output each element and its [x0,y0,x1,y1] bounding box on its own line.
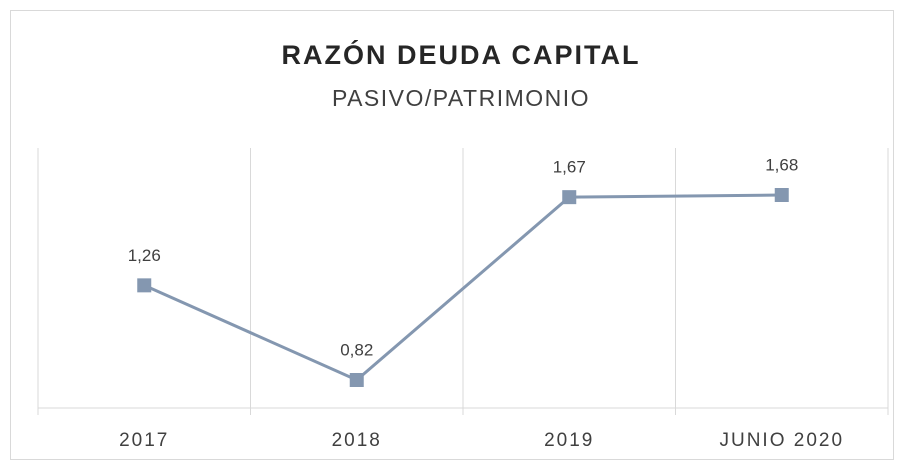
data-label: 1,68 [765,155,798,174]
marker [774,188,789,202]
data-label: 0,82 [340,340,373,359]
data-label: 1,67 [553,158,586,177]
chart-border [10,10,894,460]
x-tick-label: 2019 [544,430,594,451]
chart-title: RAZÓN DEUDA CAPITAL [282,39,641,70]
line [143,193,782,382]
x-tick-label: JUNIO 2020 [719,430,844,451]
marker [562,190,577,205]
x-tick-label: 2017 [119,430,169,451]
marker [349,373,364,387]
x-tick-label: 2018 [332,430,382,451]
data-label: 1,26 [128,246,161,265]
chart-subtitle: PASIVO/PATRIMONIO [332,85,590,111]
marker [137,278,152,293]
